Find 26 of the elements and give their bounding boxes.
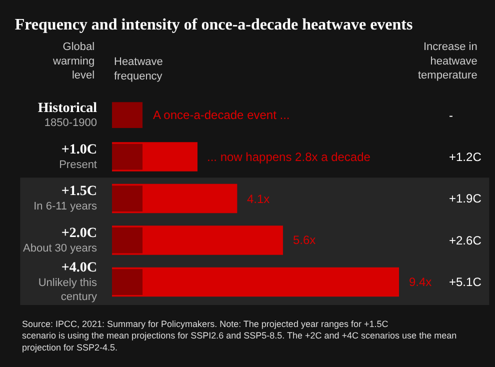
bar (112, 102, 143, 128)
y2-tick-label: +2.6C (449, 233, 482, 248)
bar (112, 269, 143, 295)
y2-tick-label: +5.1C (449, 275, 482, 290)
y-axis-title: Global warming level (52, 41, 95, 82)
data-label: 9.4x (409, 275, 432, 289)
data-label: A once-a-decade event ... (153, 108, 290, 122)
bar (112, 144, 143, 170)
bar (112, 186, 143, 212)
data-label: 4.1x (247, 192, 270, 206)
y-tick-label: +2.0C About 30 years (23, 226, 98, 254)
y-tick-label: Historical 1850-1900 (38, 100, 98, 130)
y2-tick-label: +1.9C (449, 192, 482, 206)
chart-title: Frequency and intensity of once-a-decade heatwave events (14, 16, 413, 34)
y2-tick-label: +1.2C (449, 150, 482, 164)
x-axis-title: Heatwave frequency (114, 56, 163, 82)
y2-axis-title: Increase in heatwave temperature (418, 41, 478, 82)
data-label: 5.6x (293, 233, 316, 247)
y2-tick-label: - (449, 108, 453, 122)
y-tick-label: +4.0C Unlikely this century (38, 260, 98, 304)
bar (112, 267, 399, 297)
y-tick-label: +1.0C Present (59, 142, 97, 171)
y-tick-label: +1.5C In 6-11 years (34, 184, 98, 213)
data-label: ... now happens 2.8x a decade (207, 150, 371, 164)
source-note: Source: IPCC, 2021: Summary for Policymakers. Note: The projected year ranges for +1.5C scenario is using the mean projections for SSPI2.6 and SSP5-8.5. The +2C and +4C scenarios use the mean projection for SSP2-4.5. (22, 319, 457, 352)
bar (112, 227, 143, 254)
